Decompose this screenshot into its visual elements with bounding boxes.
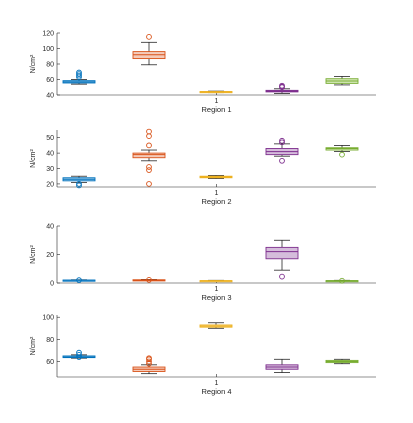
outlier-marker <box>146 355 152 362</box>
outlier-marker <box>76 72 82 79</box>
y-tick-label: 20 <box>46 252 54 259</box>
y-tick-label: 30 <box>46 166 54 173</box>
y-axis-label: N/cm² <box>30 149 37 168</box>
box-series-1 <box>62 349 96 360</box>
y-axis-label: N/cm² <box>30 245 37 264</box>
outlier-marker <box>76 69 82 76</box>
box-series-1 <box>62 175 96 189</box>
box-series-2 <box>132 355 166 375</box>
x-axis-label: Region 4 <box>201 387 231 396</box>
y-tick-label: 50 <box>46 135 54 142</box>
box-series-3 <box>199 90 233 94</box>
outlier-marker <box>146 142 152 149</box>
y-tick-label: 0 <box>50 281 54 288</box>
x-axis-label: Region 2 <box>201 197 231 206</box>
box-series-5 <box>325 358 359 365</box>
box-series-2 <box>132 277 166 283</box>
box-series-1 <box>62 277 96 284</box>
box-series-5 <box>325 76 359 86</box>
y-tick-label: 40 <box>46 224 54 231</box>
y-tick-label: 60 <box>46 359 54 366</box>
box-body <box>265 246 299 260</box>
box-body <box>132 152 166 159</box>
y-tick-label: 20 <box>46 181 54 188</box>
outlier-marker <box>76 349 82 356</box>
outlier-marker <box>279 273 285 280</box>
box-series-4 <box>265 239 299 280</box>
outlier-marker <box>279 157 285 164</box>
box-series-2 <box>132 34 166 66</box>
y-tick-label: 100 <box>42 46 54 53</box>
y-tick-label: 80 <box>46 62 54 69</box>
y-tick-label: 40 <box>46 151 54 158</box>
y-tick-label: 100 <box>42 315 54 322</box>
outlier-marker <box>279 137 285 144</box>
box-series-4 <box>265 358 299 373</box>
box-series-3 <box>199 175 233 179</box>
y-axis-label: N/cm² <box>30 336 37 355</box>
box-series-2 <box>132 128 166 187</box>
box-series-5 <box>325 145 359 158</box>
outlier-marker <box>339 151 345 158</box>
outlier-marker <box>279 139 285 146</box>
box-series-3 <box>199 322 233 329</box>
x-tick-label: 1 <box>215 98 219 105</box>
outlier-marker <box>279 82 285 89</box>
outlier-marker <box>146 167 152 173</box>
outlier-marker <box>76 277 82 284</box>
outlier-marker <box>146 128 152 135</box>
box-series-5 <box>325 277 359 284</box>
box-series-4 <box>265 137 299 164</box>
outlier-marker <box>339 277 345 284</box>
outlier-marker <box>76 181 82 187</box>
x-axis-label: Region 3 <box>201 293 231 302</box>
outlier-marker <box>76 182 82 189</box>
outlier-marker <box>146 133 152 140</box>
x-tick-label: 1 <box>215 286 219 293</box>
box-series-3 <box>199 279 233 283</box>
outlier-marker <box>146 181 152 187</box>
x-tick-label: 1 <box>215 380 219 387</box>
outlier-marker <box>76 352 82 358</box>
outlier-marker <box>146 164 152 170</box>
box-series-4 <box>265 82 299 94</box>
x-tick-label: 1 <box>215 190 219 197</box>
x-axis-label: Region 1 <box>201 105 231 114</box>
y-tick-label: 80 <box>46 337 54 344</box>
outlier-marker <box>146 277 152 283</box>
y-tick-label: 60 <box>46 77 54 84</box>
y-tick-label: 40 <box>46 93 54 100</box>
outlier-marker <box>146 34 152 40</box>
outlier-marker <box>146 358 152 365</box>
y-tick-label: 120 <box>42 31 54 38</box>
box-series-1 <box>62 69 96 85</box>
y-axis-label: N/cm² <box>30 54 37 73</box>
outlier-marker <box>76 71 82 77</box>
